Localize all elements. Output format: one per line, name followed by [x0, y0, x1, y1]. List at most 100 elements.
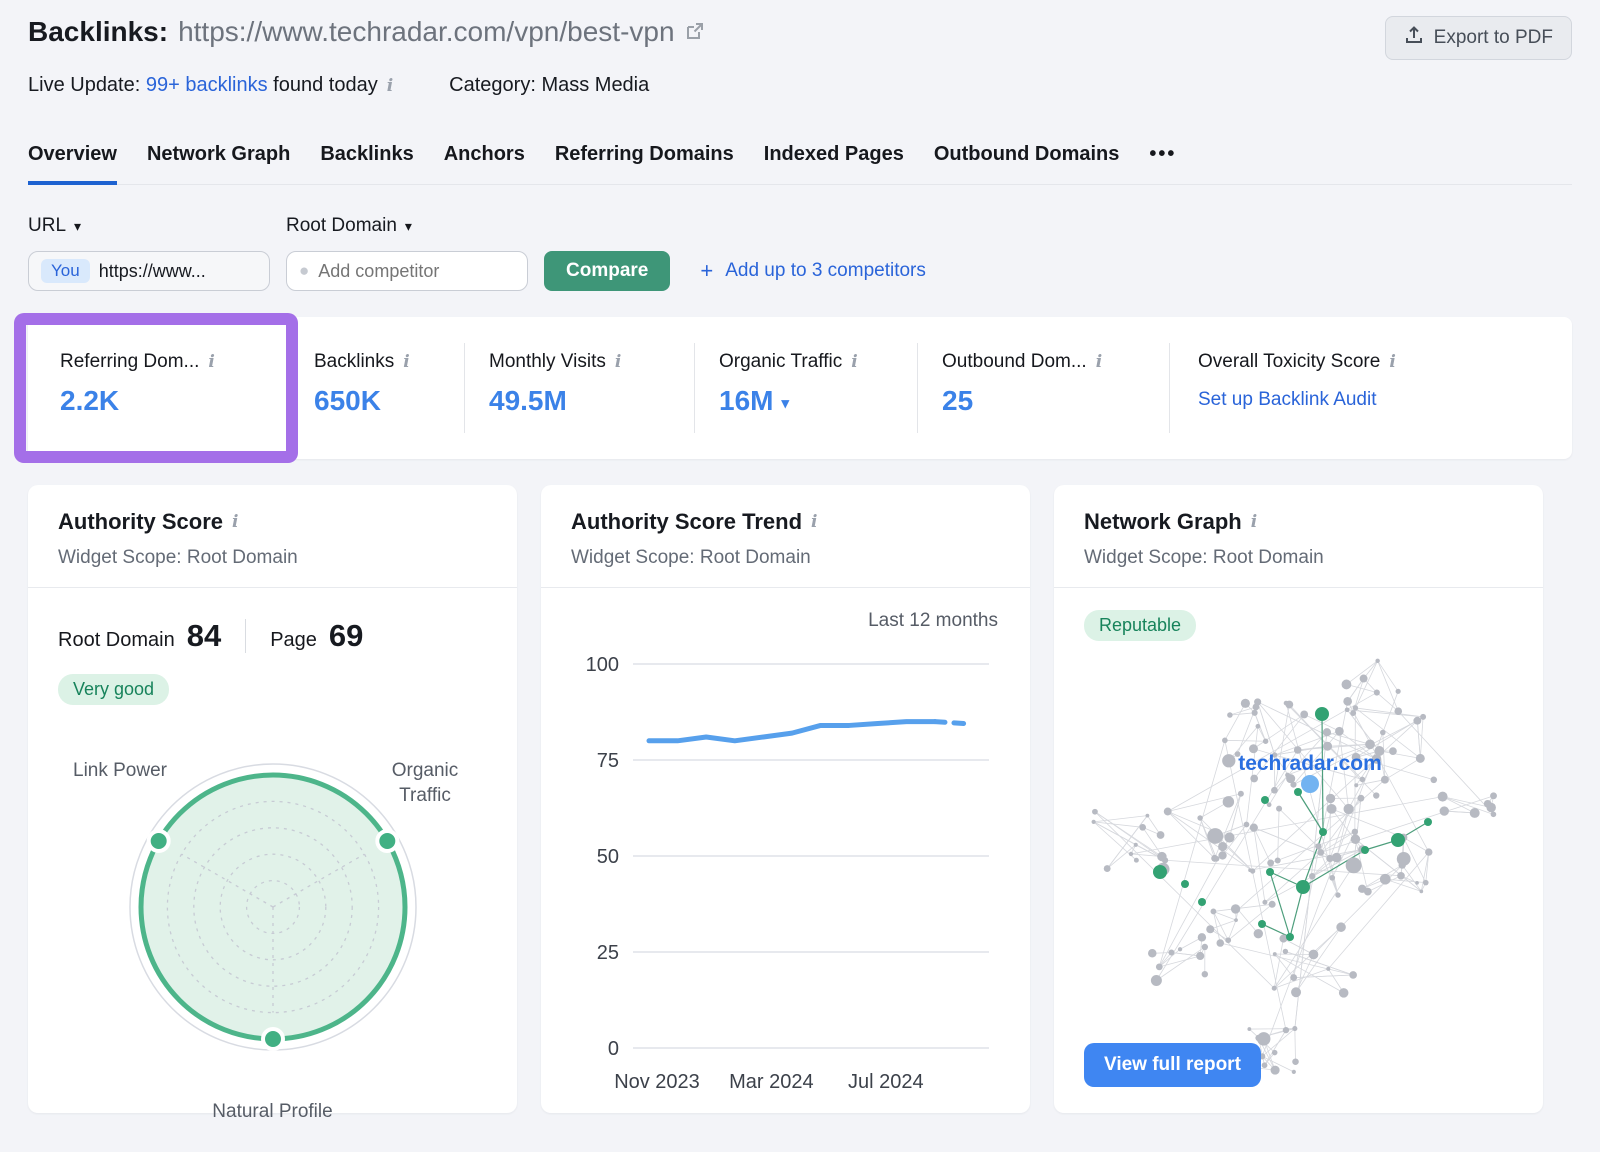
metric-value[interactable]: 25 [942, 385, 1169, 417]
page-title-label: Backlinks: [28, 16, 168, 48]
add-competitors-link[interactable]: + Add up to 3 competitors [700, 258, 926, 284]
live-update-link[interactable]: 99+ backlinks [146, 74, 268, 97]
filter-labels-row: URL ▾ Root Domain ▾ [28, 215, 1572, 237]
scope-dropdown[interactable]: Root Domain ▾ [286, 215, 412, 237]
info-icon[interactable]: i [1389, 352, 1395, 372]
add-competitor-input[interactable] [318, 261, 488, 282]
tab-anchors[interactable]: Anchors [444, 143, 525, 185]
info-icon[interactable]: i [1096, 352, 1102, 372]
authority-radar-chart: Link Power Organic Traffic Natural Profi… [58, 707, 487, 1127]
metric-label: Monthly Visits [489, 351, 606, 373]
card-header: Authority Score i Widget Scope: Root Dom… [28, 485, 517, 588]
page-score-label: Page [270, 629, 317, 652]
chevron-down-icon: ▾ [74, 218, 81, 235]
tabs-more-icon[interactable]: ••• [1149, 143, 1176, 185]
score-divider [245, 619, 246, 653]
tab-overview[interactable]: Overview [28, 143, 117, 185]
url-type-label: URL [28, 215, 66, 237]
page-title: Backlinks: https://www.techradar.com/vpn… [28, 16, 704, 48]
metric-value[interactable]: 2.2K [60, 385, 300, 417]
metric-label: Referring Dom... [60, 351, 199, 373]
widget-scope: Widget Scope: Root Domain [1084, 547, 1513, 569]
tab-referring-domains[interactable]: Referring Domains [555, 143, 734, 185]
tab-outbound-domains[interactable]: Outbound Domains [934, 143, 1120, 185]
reputable-badge: Reputable [1084, 610, 1196, 641]
tab-backlinks[interactable]: Backlinks [320, 143, 413, 185]
metric-value: 16M [719, 385, 773, 417]
svg-text:Nov 2023: Nov 2023 [614, 1071, 700, 1093]
svg-text:75: 75 [597, 750, 619, 772]
you-url-value: https://www... [99, 261, 206, 282]
svg-text:50: 50 [597, 846, 619, 868]
external-link-icon[interactable] [685, 22, 704, 46]
network-center-label: techradar.com [1238, 752, 1382, 775]
view-full-report-button[interactable]: View full report [1084, 1043, 1261, 1087]
info-icon[interactable]: i [208, 352, 214, 372]
metric-label: Backlinks [314, 351, 394, 373]
root-domain-score-value: 84 [187, 618, 221, 654]
card-header: Authority Score Trend i Widget Scope: Ro… [541, 485, 1030, 588]
plus-icon: + [700, 258, 713, 284]
tab-indexed-pages[interactable]: Indexed Pages [764, 143, 904, 185]
chevron-down-icon: ▾ [781, 394, 789, 412]
compare-button[interactable]: Compare [544, 251, 670, 291]
score-rating-badge: Very good [58, 674, 169, 705]
info-icon[interactable]: i [1251, 512, 1257, 532]
backlinks-overview-page: Backlinks: https://www.techradar.com/vpn… [0, 0, 1600, 1113]
authority-score-card: Authority Score i Widget Scope: Root Dom… [28, 485, 517, 1113]
trend-chart: 1007550250Nov 2023Mar 2024Jul 2024 [571, 634, 1003, 1104]
you-badge: You [41, 259, 90, 283]
widget-scope: Widget Scope: Root Domain [58, 547, 487, 569]
tab-network-graph[interactable]: Network Graph [147, 143, 290, 185]
card-header: Network Graph i Widget Scope: Root Domai… [1054, 485, 1543, 588]
metric-monthly-visits: Monthly Visits i 49.5M [465, 317, 694, 459]
info-icon[interactable]: i [403, 352, 409, 372]
compare-controls: You https://www... ● Compare + Add up to… [28, 251, 1572, 291]
card-title: Authority Score [58, 509, 223, 535]
page-header: Backlinks: https://www.techradar.com/vpn… [28, 16, 1572, 60]
svg-text:0: 0 [608, 1038, 619, 1060]
analyzed-url: https://www.techradar.com/vpn/best-vpn [178, 16, 674, 48]
info-icon[interactable]: i [851, 352, 857, 372]
widget-cards-row: Authority Score i Widget Scope: Root Dom… [28, 485, 1572, 1113]
report-tabs: Overview Network Graph Backlinks Anchors… [28, 143, 1572, 185]
svg-text:Jul 2024: Jul 2024 [848, 1071, 924, 1093]
info-icon[interactable]: i [232, 512, 238, 532]
category-label: Category: Mass Media [449, 74, 649, 97]
info-icon[interactable]: i [811, 512, 817, 532]
live-update-info-icon[interactable]: i [387, 76, 393, 96]
metric-value[interactable]: 49.5M [489, 385, 694, 417]
add-competitors-label: Add up to 3 competitors [725, 260, 926, 282]
metric-toxicity-score: Overall Toxicity Score i Set up Backlink… [1170, 317, 1572, 459]
metric-value-with-dropdown[interactable]: 16M ▾ [719, 385, 917, 417]
export-icon [1404, 25, 1424, 51]
network-graph-card: Network Graph i Widget Scope: Root Domai… [1054, 485, 1543, 1113]
metric-label: Organic Traffic [719, 351, 842, 373]
authority-score-trend-card: Authority Score Trend i Widget Scope: Ro… [541, 485, 1030, 1113]
svg-text:Mar 2024: Mar 2024 [729, 1071, 814, 1093]
network-body: Reputable techradar.com View full report [1054, 588, 1543, 1113]
metric-outbound-domains: Outbound Dom... i 25 [918, 317, 1169, 459]
info-icon[interactable]: i [615, 352, 621, 372]
live-update-label: Live Update: [28, 74, 140, 97]
score-values-row: Root Domain 84 Page 69 [58, 618, 487, 654]
metric-backlinks: Backlinks i 650K [300, 317, 464, 459]
subheader: Live Update: 99+ backlinks found today i… [28, 74, 1572, 97]
add-competitor-field[interactable]: ● [286, 251, 528, 291]
url-type-dropdown[interactable]: URL ▾ [28, 215, 286, 237]
metric-value[interactable]: 650K [314, 385, 464, 417]
export-button-label: Export to PDF [1434, 27, 1553, 49]
export-to-pdf-button[interactable]: Export to PDF [1385, 16, 1572, 60]
trend-body: Last 12 months 1007550250Nov 2023Mar 202… [541, 588, 1030, 1131]
widget-scope: Widget Scope: Root Domain [571, 547, 1000, 569]
radar-axis-link-power: Link Power [72, 759, 168, 784]
metric-label: Overall Toxicity Score [1198, 351, 1380, 373]
trend-period-label: Last 12 months [571, 610, 1000, 632]
page-score-value: 69 [329, 618, 363, 654]
root-domain-score-label: Root Domain [58, 629, 175, 652]
radar-axis-organic-traffic: Organic Traffic [373, 759, 477, 808]
setup-backlink-audit-link[interactable]: Set up Backlink Audit [1198, 389, 1377, 410]
authority-score-body: Root Domain 84 Page 69 Very good Link Po… [28, 588, 517, 1149]
you-url-input[interactable]: You https://www... [28, 251, 270, 291]
radar-axis-natural-profile: Natural Profile [58, 1100, 487, 1125]
